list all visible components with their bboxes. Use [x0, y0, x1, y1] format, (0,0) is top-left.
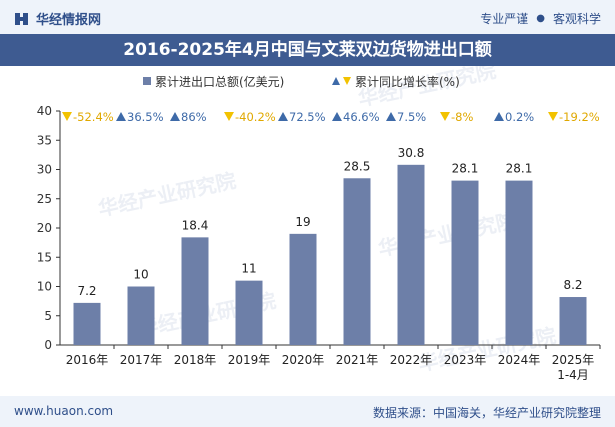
y-tick-label-8: 40: [37, 104, 52, 118]
bar-value-label-9: 8.2: [563, 278, 582, 292]
watermark-text-1: 华经产业研究院: [96, 168, 238, 221]
growth-up-triangle-icon-4: [278, 112, 288, 121]
x-tick-label-7: 2023年: [444, 353, 487, 367]
bar-value-label-0: 7.2: [77, 284, 96, 298]
x-tick-label-line-2-0: 2018年: [174, 353, 217, 367]
x-tick-label-line-8-0: 2024年: [498, 353, 541, 367]
growth-up-triangle-icon-5: [332, 112, 342, 121]
growth-label-2: 86%: [181, 110, 207, 124]
growth-down-triangle-icon-9: [548, 112, 558, 121]
growth-label-5: 46.6%: [343, 110, 380, 124]
bar-3: [235, 280, 263, 345]
x-tick-label-5: 2021年: [336, 353, 379, 367]
x-tick-label-line-0-0: 2016年: [66, 353, 109, 367]
legend-label-total: 累计进出口总额(亿美元): [155, 74, 284, 89]
legend-label-growth: 累计同比增长率(%): [355, 74, 460, 89]
x-tick-label-line-7-0: 2023年: [444, 353, 487, 367]
x-tick-label-9: 2025年 1-4月: [552, 353, 595, 382]
header-bar: 华经情报网 专业严谨 ● 客观科学: [0, 0, 615, 34]
y-tick-label-2: 10: [37, 280, 52, 294]
y-tick-label-1: 5: [44, 309, 52, 323]
footer-bar: www.huaon.com 数据来源：中国海关，华经产业研究院整理: [0, 396, 615, 427]
x-tick-label-line-6-0: 2022年: [390, 353, 433, 367]
bar-2: [181, 237, 209, 345]
growth-label-4: 72.5%: [289, 110, 326, 124]
growth-label-8: 0.2%: [505, 110, 534, 124]
footer-website: www.huaon.com: [14, 404, 114, 418]
growth-down-triangle-icon-0: [62, 112, 72, 121]
bar-4: [289, 233, 317, 345]
x-tick-label-4: 2020年: [282, 353, 325, 367]
x-tick-label-line-1-0: 2017年: [120, 353, 163, 367]
x-tick-label-line-3-0: 2019年: [228, 353, 271, 367]
bar-6: [397, 164, 425, 345]
bar-value-label-4: 19: [295, 215, 310, 229]
y-tick-label-4: 20: [37, 221, 52, 235]
brand-name: 华经情报网: [36, 13, 102, 28]
brand: 华经情报网: [14, 9, 101, 28]
tagline-professional: 专业严谨: [480, 12, 529, 26]
growth-label-1: 36.5%: [127, 110, 164, 124]
x-tick-label-line-5-0: 2021年: [336, 353, 379, 367]
chart-title: 2016-2025年4月中国与文莱双边货物进出口额: [0, 34, 615, 66]
bar-9: [559, 297, 587, 345]
legend-down-triangle-icon: [343, 77, 351, 85]
bar-0: [73, 302, 101, 345]
growth-label-7: -8%: [451, 110, 473, 124]
growth-up-triangle-icon-8: [494, 112, 504, 121]
tagline-dot-icon: ●: [536, 13, 545, 24]
bar-value-label-6: 30.8: [398, 146, 425, 160]
x-tick-label-2: 2018年: [174, 353, 217, 367]
bar-value-label-2: 18.4: [182, 218, 209, 232]
x-tick-label-6: 2022年: [390, 353, 433, 367]
watermark-text-2: 华经产业研究院: [376, 208, 518, 261]
growth-up-triangle-icon-2: [170, 112, 180, 121]
legend-up-triangle-icon: [332, 77, 340, 85]
footer-source: 数据来源：中国海关，华经产业研究院整理: [372, 406, 601, 420]
tagline: 专业严谨 ● 客观科学: [480, 10, 601, 27]
x-tick-label-1: 2017年: [120, 353, 163, 367]
x-tick-label-line-4-0: 2020年: [282, 353, 325, 367]
bar-7: [451, 180, 479, 345]
bars: [73, 164, 587, 345]
x-tick-label-3: 2019年: [228, 353, 271, 367]
bar-value-label-5: 28.5: [344, 159, 371, 173]
bar-1: [127, 286, 155, 345]
watermark-text-4: 华经产业研究院: [416, 323, 558, 376]
x-tick-label-line-9-0: 2025年: [552, 353, 595, 367]
data-labels: 7.2 10 18.4 11 19 28.5 30.8 28.1 28.1 8.2: [77, 146, 582, 298]
bar-value-label-7: 28.1: [452, 162, 479, 176]
growth-down-triangle-icon-7: [440, 112, 450, 121]
legend-bar-swatch: [143, 77, 151, 85]
bar-value-label-3: 11: [241, 262, 256, 276]
x-tick-label-0: 2016年: [66, 353, 109, 367]
y-axis-ticks: 0 5 10 15 20 25 30 35 40: [37, 104, 60, 352]
bar-chart: 华经产业研究院华经产业研究院华经产业研究院华经产业研究院华经产业研究院累计进出口…: [37, 66, 601, 382]
legend: 累计进出口总额(亿美元) 累计同比增长率(%): [143, 74, 460, 89]
growth-label-6: 7.5%: [397, 110, 426, 124]
tagline-objective: 客观科学: [552, 12, 601, 26]
growth-label-3: -40.2%: [235, 110, 276, 124]
growth-label-0: -52.4%: [73, 110, 114, 124]
x-tick-label-line-9-1: 1-4月: [557, 368, 589, 382]
growth-up-triangle-icon-6: [386, 112, 396, 121]
x-tick-label-8: 2024年: [498, 353, 541, 367]
x-axis-labels: 2016年 2017年 2018年 2019年 2020年 2021年 2022年 2023年…: [66, 345, 601, 382]
bar-value-label-1: 10: [133, 268, 148, 282]
y-tick-label-5: 25: [37, 192, 52, 206]
bar-value-label-8: 28.1: [506, 162, 533, 176]
growth-up-triangle-icon-1: [116, 112, 126, 121]
y-tick-label-6: 30: [37, 163, 52, 177]
bar-5: [343, 178, 371, 345]
brand-logo-icon: [15, 12, 28, 25]
watermark-group: 华经产业研究院华经产业研究院华经产业研究院华经产业研究院华经产业研究院: [96, 66, 558, 376]
growth-markers: -52.4% 36.5% 86% -40.2% 72.5% 46.6% 7.5% -8% 0.2…: [62, 110, 600, 124]
growth-down-triangle-icon-3: [224, 112, 234, 121]
y-tick-label-3: 15: [37, 250, 52, 264]
y-tick-label-7: 35: [37, 133, 52, 147]
y-tick-label-0: 0: [44, 338, 52, 352]
growth-label-9: -19.2%: [559, 110, 600, 124]
bar-8: [505, 180, 533, 345]
